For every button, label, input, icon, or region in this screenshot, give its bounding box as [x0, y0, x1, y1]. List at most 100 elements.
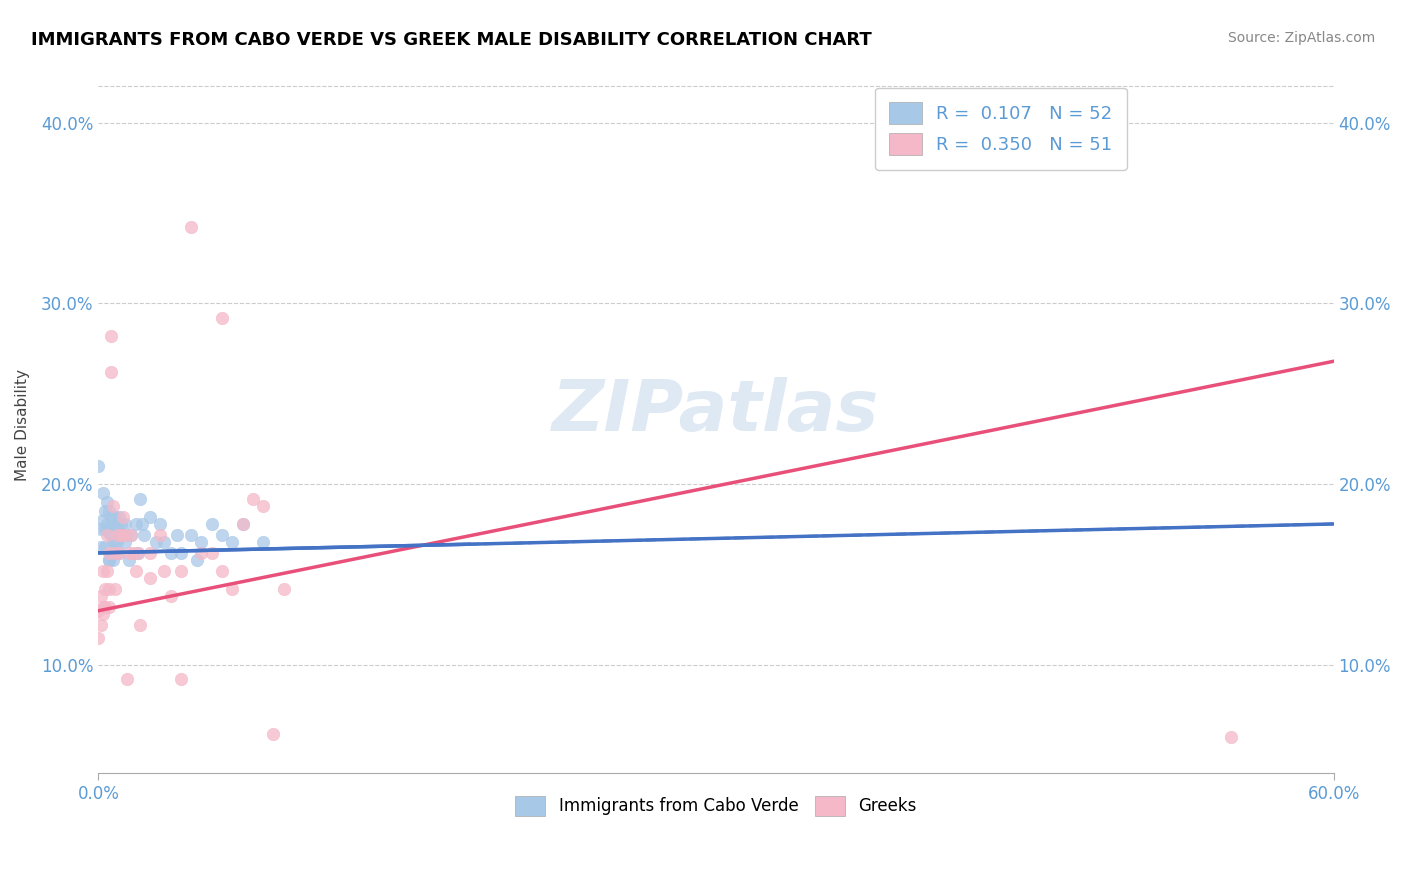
Point — [108, 509, 131, 524]
Point — [180, 528, 202, 542]
Point — [100, 528, 122, 542]
Point — [131, 516, 153, 531]
Point — [87, 604, 110, 618]
Point — [159, 546, 181, 560]
Point — [96, 528, 118, 542]
Point — [90, 618, 112, 632]
Point — [166, 528, 188, 542]
Point — [104, 582, 127, 596]
Point — [221, 582, 243, 596]
Point — [262, 726, 284, 740]
Point — [242, 491, 264, 506]
Point — [108, 546, 131, 560]
Point — [112, 509, 135, 524]
Point — [128, 491, 150, 506]
Point — [124, 516, 146, 531]
Point — [159, 589, 181, 603]
Point — [211, 310, 233, 325]
Point — [87, 459, 110, 474]
Point — [100, 509, 122, 524]
Point — [153, 564, 176, 578]
Point — [211, 564, 233, 578]
Point — [273, 582, 295, 596]
Point — [101, 535, 124, 549]
Point — [170, 673, 193, 687]
Text: Source: ZipAtlas.com: Source: ZipAtlas.com — [1227, 31, 1375, 45]
Point — [97, 553, 120, 567]
Point — [114, 535, 136, 549]
Point — [1076, 101, 1098, 115]
Point — [114, 528, 136, 542]
Point — [114, 516, 136, 531]
Point — [105, 535, 128, 549]
Point — [232, 516, 254, 531]
Point — [120, 528, 142, 542]
Point — [145, 535, 167, 549]
Point — [91, 513, 114, 527]
Point — [201, 516, 224, 531]
Point — [139, 546, 162, 560]
Point — [91, 564, 114, 578]
Point — [101, 499, 124, 513]
Y-axis label: Male Disability: Male Disability — [15, 369, 30, 482]
Point — [93, 600, 115, 615]
Point — [118, 553, 141, 567]
Point — [100, 365, 122, 379]
Point — [110, 516, 132, 531]
Point — [221, 535, 243, 549]
Point — [139, 509, 162, 524]
Point — [91, 486, 114, 500]
Point — [87, 631, 110, 645]
Point — [186, 553, 208, 567]
Point — [190, 546, 212, 560]
Text: IMMIGRANTS FROM CABO VERDE VS GREEK MALE DISABILITY CORRELATION CHART: IMMIGRANTS FROM CABO VERDE VS GREEK MALE… — [31, 31, 872, 49]
Point — [96, 495, 118, 509]
Point — [91, 600, 114, 615]
Point — [90, 541, 112, 555]
Point — [232, 516, 254, 531]
Point — [97, 582, 120, 596]
Point — [128, 618, 150, 632]
Point — [91, 607, 114, 622]
Point — [93, 522, 115, 536]
Text: ZIPatlas: ZIPatlas — [553, 377, 880, 446]
Point — [93, 541, 115, 555]
Point — [101, 516, 124, 531]
Point — [252, 499, 274, 513]
Point — [127, 546, 149, 560]
Point — [93, 582, 115, 596]
Point — [96, 516, 118, 531]
Point — [211, 528, 233, 542]
Point — [1219, 731, 1241, 745]
Point — [149, 516, 172, 531]
Point — [90, 522, 112, 536]
Point — [97, 526, 120, 541]
Point — [97, 504, 120, 518]
Point — [190, 535, 212, 549]
Point — [97, 553, 120, 567]
Point — [201, 546, 224, 560]
Point — [153, 535, 176, 549]
Point — [149, 528, 172, 542]
Point — [104, 509, 127, 524]
Point — [93, 504, 115, 518]
Point — [105, 528, 128, 542]
Point — [170, 564, 193, 578]
Point — [97, 546, 120, 560]
Point — [108, 546, 131, 560]
Point — [120, 528, 142, 542]
Point — [117, 673, 139, 687]
Legend: Immigrants from Cabo Verde, Greeks: Immigrants from Cabo Verde, Greeks — [508, 788, 925, 824]
Point — [97, 600, 120, 615]
Point — [127, 546, 149, 560]
Point — [104, 546, 127, 560]
Point — [104, 522, 127, 536]
Point — [104, 535, 127, 549]
Point — [170, 546, 193, 560]
Point — [101, 553, 124, 567]
Point — [139, 571, 162, 585]
Point — [110, 528, 132, 542]
Point — [122, 546, 145, 560]
Point — [112, 528, 135, 542]
Point — [124, 564, 146, 578]
